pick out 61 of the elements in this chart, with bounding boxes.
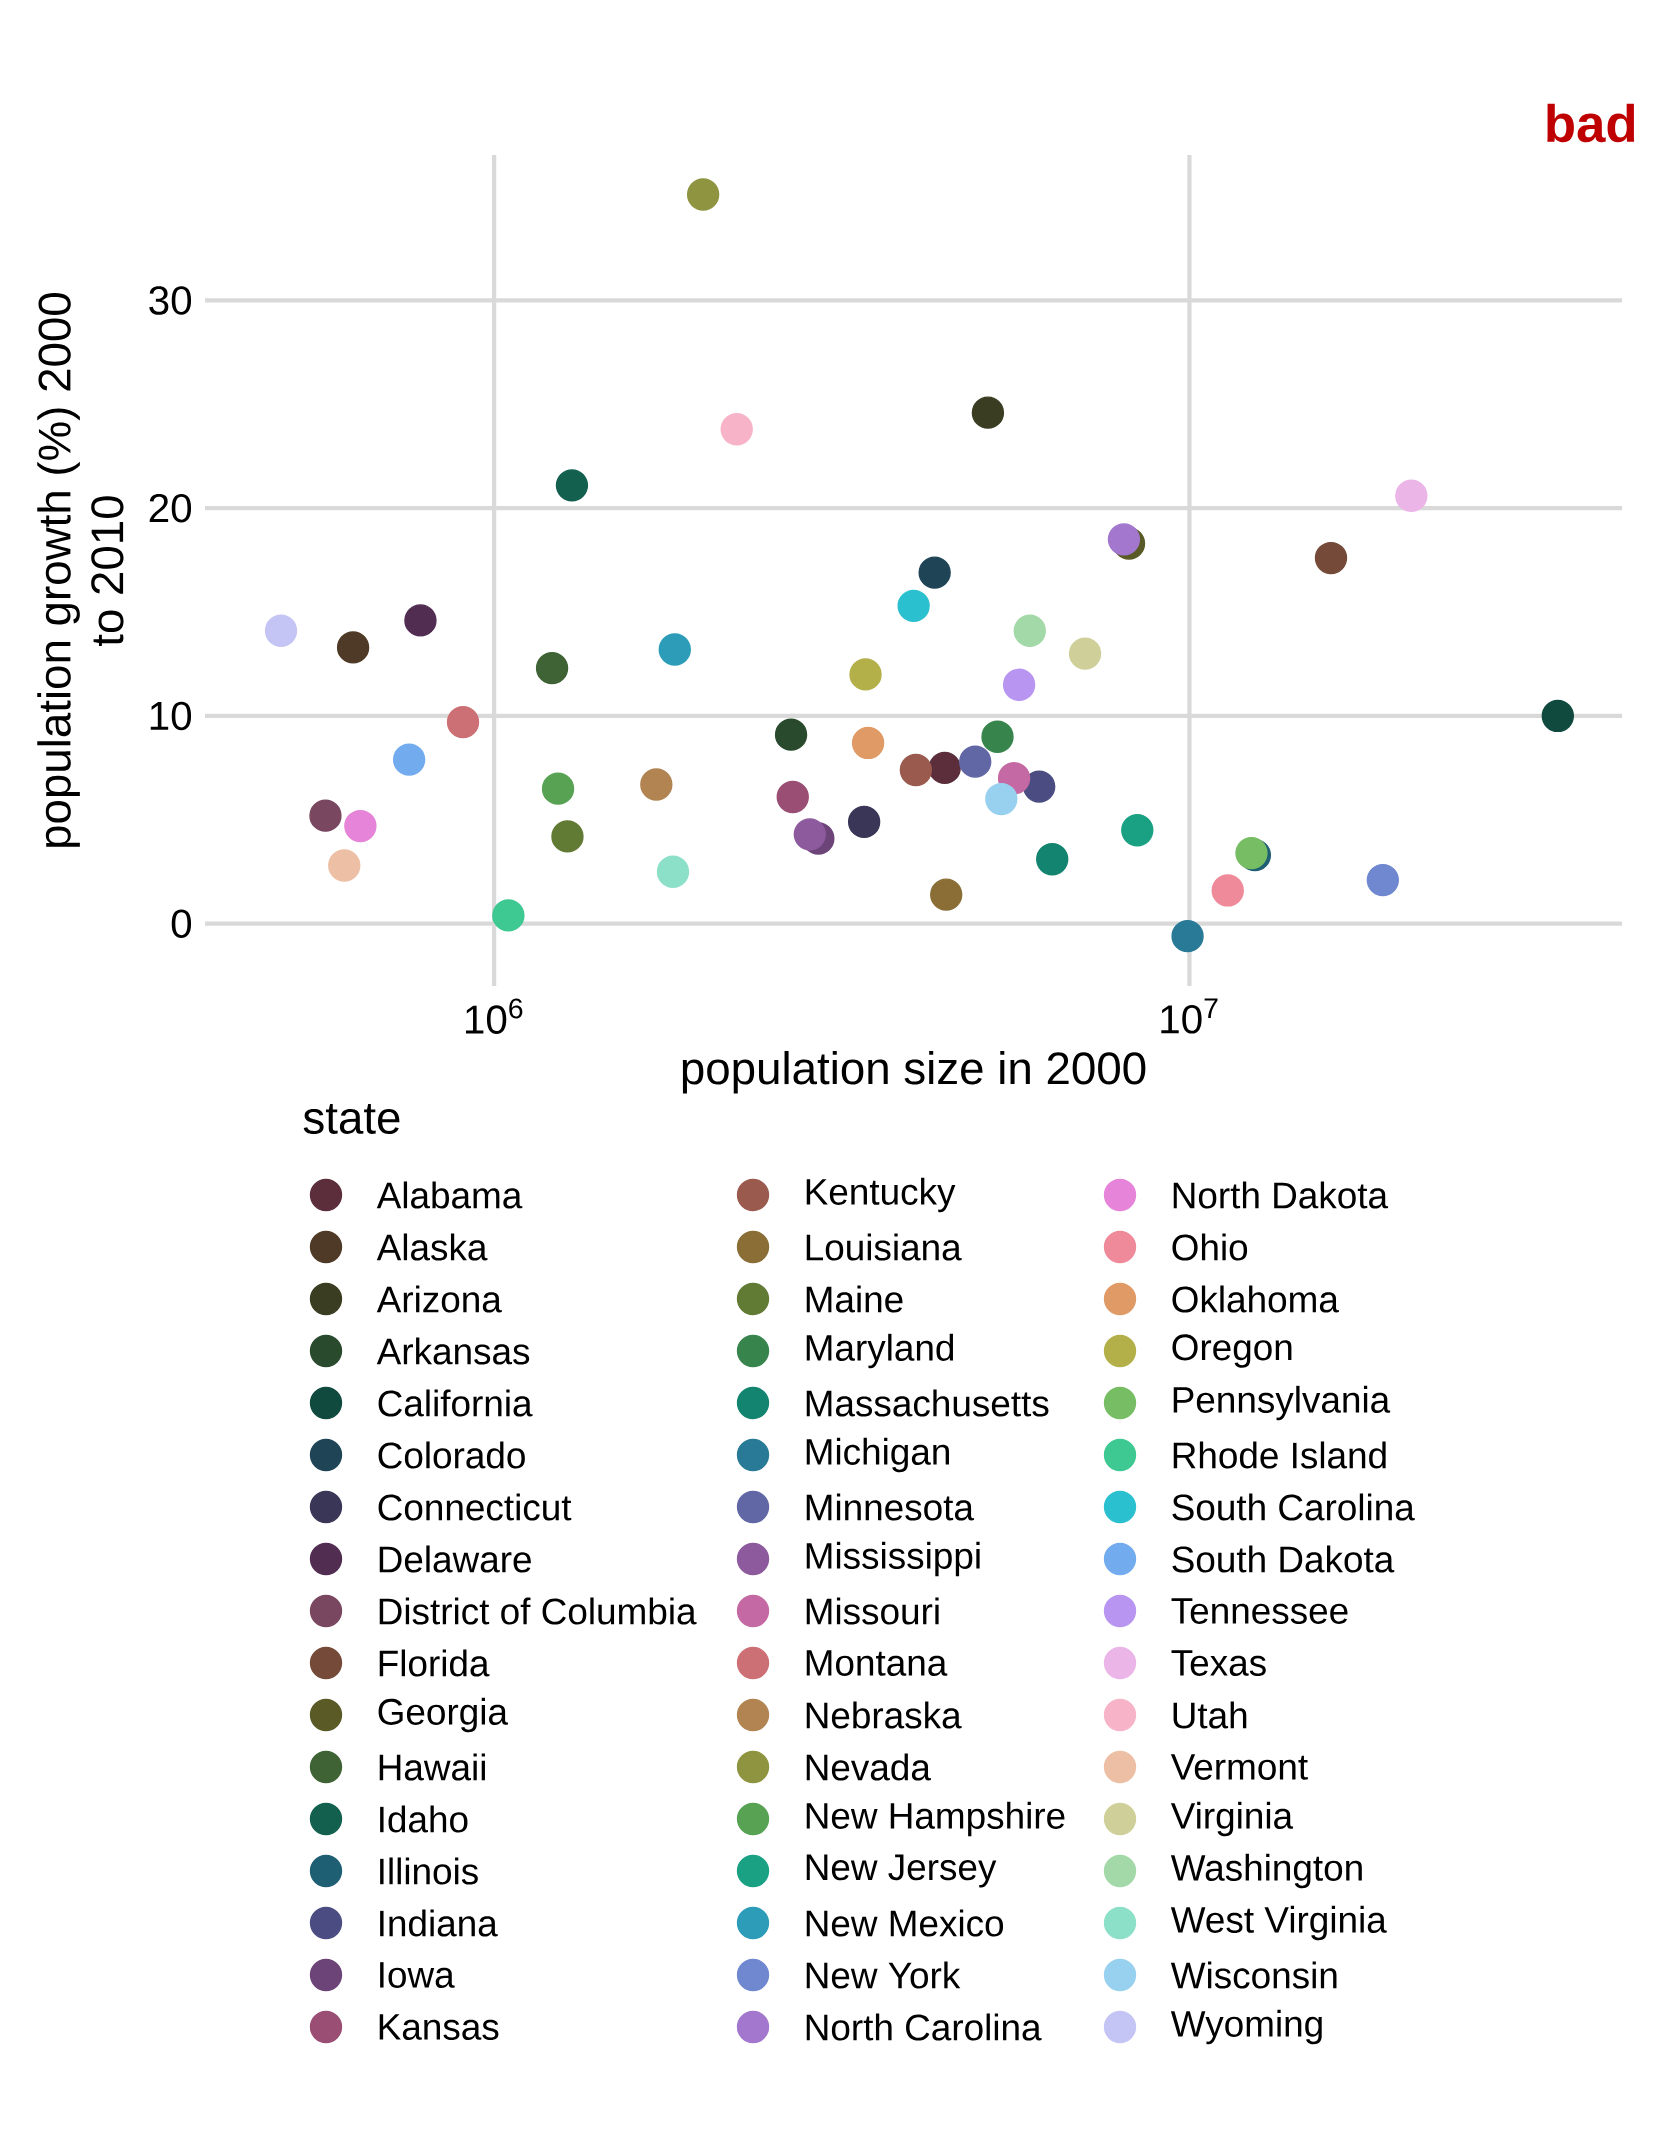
legend-label: Missouri — [806, 1597, 939, 1625]
y-tick-label: 30 — [149, 286, 192, 315]
legend-label: South Dakota — [1172, 1545, 1395, 1573]
legend-label: North Dakota — [1173, 1181, 1389, 1209]
legend-label: California — [378, 1389, 533, 1417]
legend-label: Wyoming — [1170, 2009, 1322, 2045]
legend-label: Ohio — [1172, 1233, 1248, 1261]
legend-label: Wisconsin — [1170, 1961, 1337, 1989]
x-axis-title: population size in 2000 — [682, 1050, 1146, 1094]
legend-label: West Virginia — [1170, 1905, 1387, 1941]
x-tick-label: 10$^{6}$ — [465, 998, 523, 1034]
legend-label: New Hampshire — [806, 1801, 1065, 1837]
legend-label: Illinois — [380, 1857, 478, 1885]
legend-label: Arizona — [376, 1285, 502, 1313]
legend-label: Kentucky — [806, 1177, 956, 1213]
legend-label: New York — [806, 1961, 961, 1989]
legend-label: Utah — [1173, 1701, 1247, 1729]
legend-label: Alaska — [376, 1233, 488, 1261]
legend-label: Kansas — [379, 2014, 499, 2040]
legend-label: Nevada — [806, 1753, 931, 1781]
legend-label: Georgia — [378, 1697, 508, 1733]
legend-label: Mississippi — [806, 1541, 980, 1577]
legend-label: South Carolina — [1172, 1493, 1415, 1521]
legend-label: Virginia — [1170, 1801, 1294, 1837]
y-tick-label: 10 — [150, 701, 192, 731]
y-tick-label: 20 — [149, 493, 192, 523]
legend-label: Idaho — [380, 1805, 468, 1833]
legend-title: state — [303, 1104, 400, 1134]
legend-label: Colorado — [378, 1441, 525, 1469]
legend-label: Indiana — [380, 1909, 498, 1937]
legend-label: New Mexico — [806, 1909, 1004, 1937]
legend-label: Oregon — [1172, 1334, 1292, 1368]
x-tick-label: 10$^{7}$ — [1161, 998, 1218, 1034]
legend-label: Minnesota — [806, 1493, 974, 1521]
legend-label: District of Columbia — [379, 1597, 697, 1625]
legend-label: Maryland — [806, 1333, 954, 1369]
legend-label: Arkansas — [376, 1337, 530, 1365]
legend-label: Montana — [806, 1650, 948, 1676]
legend-label: Oklahoma — [1172, 1285, 1339, 1313]
legend-label: Michigan — [806, 1437, 949, 1473]
y-tick-label: 0 — [171, 909, 192, 938]
legend-label: Iowa — [380, 1962, 455, 1988]
text: bad — [1547, 103, 1635, 143]
legend-label: Alabama — [376, 1181, 523, 1209]
legend-label: Louisiana — [806, 1233, 962, 1261]
legend-label: Vermont — [1170, 1754, 1308, 1780]
legend-label: Delaware — [379, 1545, 531, 1573]
legend-label: Tennessee — [1171, 1598, 1348, 1624]
legend-label: North Carolina — [806, 2013, 1042, 2041]
legend-label: Texas — [1171, 1650, 1266, 1676]
legend-label: Massachusetts — [806, 1389, 1049, 1417]
legend-label: Florida — [379, 1649, 490, 1677]
y-axis-title: population growth (%) 2000 to 2010 — [37, 293, 124, 847]
legend-label: Connecticut — [378, 1493, 572, 1521]
legend-label: Hawaii — [379, 1753, 485, 1781]
legend-label: Nebraska — [806, 1701, 962, 1729]
legend-label: Washington — [1170, 1853, 1362, 1889]
legend-label: Pennsylvania — [1173, 1385, 1391, 1421]
legend-label: Rhode Island — [1173, 1441, 1386, 1469]
legend-label: Maine — [806, 1285, 903, 1313]
legend-label: New Jersey — [806, 1854, 997, 1888]
